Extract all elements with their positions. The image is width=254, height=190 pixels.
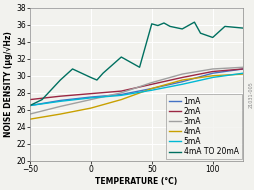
2mA — [59, 95, 62, 97]
Text: 21031-005: 21031-005 — [248, 82, 253, 108]
Line: 4mA: 4mA — [30, 74, 242, 119]
4mA TO 20mA — [89, 76, 92, 79]
4mA TO 20mA — [198, 32, 201, 34]
4mA TO 20mA — [241, 27, 244, 29]
4mA TO 20mA — [28, 105, 31, 107]
5mA — [150, 89, 153, 91]
1mA — [28, 105, 31, 107]
4mA — [119, 98, 122, 101]
5mA — [119, 94, 122, 97]
4mA TO 20mA — [59, 79, 62, 81]
3mA — [89, 98, 92, 101]
4mA TO 20mA — [101, 72, 104, 74]
5mA — [180, 83, 183, 86]
Line: 5mA: 5mA — [30, 73, 242, 106]
4mA TO 20mA — [192, 21, 195, 23]
4mA — [210, 75, 213, 77]
4mA TO 20mA — [168, 25, 171, 28]
2mA — [119, 90, 122, 92]
3mA — [150, 82, 153, 84]
3mA — [241, 66, 244, 68]
5mA — [28, 105, 31, 107]
Legend: 1mA, 2mA, 3mA, 4mA, 5mA, 4mA TO 20mA: 1mA, 2mA, 3mA, 4mA, 5mA, 4mA TO 20mA — [165, 93, 241, 159]
1mA — [210, 72, 213, 74]
2mA — [89, 93, 92, 95]
4mA TO 20mA — [150, 23, 153, 25]
2mA — [28, 98, 31, 101]
4mA TO 20mA — [137, 66, 140, 68]
3mA — [210, 68, 213, 70]
2mA — [241, 68, 244, 70]
5mA — [210, 76, 213, 79]
Line: 4mA TO 20mA: 4mA TO 20mA — [30, 22, 242, 106]
4mA TO 20mA — [162, 22, 165, 24]
4mA TO 20mA — [223, 25, 226, 28]
Line: 2mA: 2mA — [30, 69, 242, 100]
4mA TO 20mA — [180, 28, 183, 30]
1mA — [241, 68, 244, 70]
4mA — [150, 87, 153, 90]
4mA TO 20mA — [119, 56, 122, 58]
4mA — [28, 118, 31, 120]
Line: 3mA: 3mA — [30, 67, 242, 114]
3mA — [180, 73, 183, 75]
4mA TO 20mA — [71, 68, 74, 70]
X-axis label: TEMPERATURE (°C): TEMPERATURE (°C) — [95, 177, 177, 186]
3mA — [59, 105, 62, 108]
3mA — [28, 113, 31, 115]
1mA — [119, 93, 122, 96]
4mA — [59, 113, 62, 115]
5mA — [89, 97, 92, 99]
2mA — [180, 76, 183, 79]
4mA TO 20mA — [125, 59, 129, 62]
4mA — [180, 79, 183, 81]
1mA — [59, 99, 62, 102]
5mA — [241, 72, 244, 74]
Line: 1mA: 1mA — [30, 69, 242, 106]
Y-axis label: NOISE DENSITY (μg/√Hz): NOISE DENSITY (μg/√Hz) — [4, 31, 13, 137]
1mA — [89, 96, 92, 98]
1mA — [180, 81, 183, 83]
3mA — [119, 92, 122, 94]
2mA — [150, 83, 153, 86]
4mA TO 20mA — [210, 36, 213, 39]
4mA — [89, 107, 92, 109]
4mA — [241, 73, 244, 75]
4mA TO 20mA — [156, 24, 159, 27]
4mA TO 20mA — [40, 98, 43, 101]
5mA — [59, 100, 62, 102]
1mA — [150, 87, 153, 90]
4mA TO 20mA — [95, 79, 98, 81]
2mA — [210, 70, 213, 73]
